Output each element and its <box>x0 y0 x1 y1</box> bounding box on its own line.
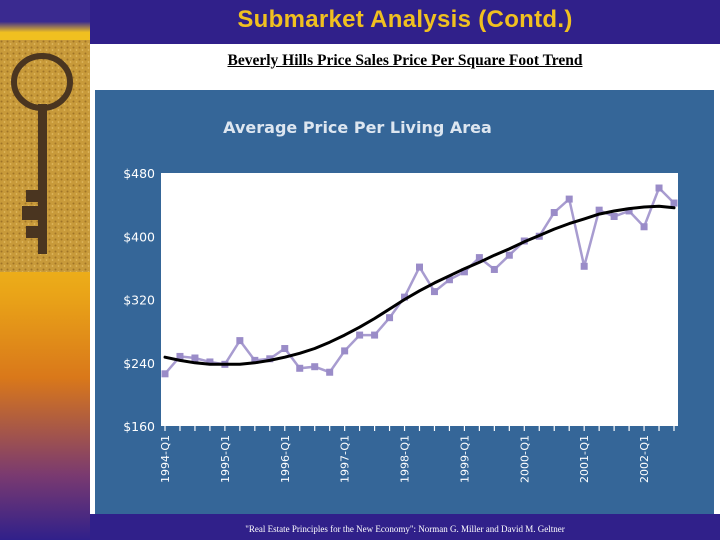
y-tick-label: $320 <box>123 293 155 308</box>
price-data-point <box>445 276 453 284</box>
price-data-point <box>401 293 409 301</box>
price-data-point <box>311 363 319 371</box>
chart-subtitle: Beverly Hills Price Sales Price Per Squa… <box>227 52 583 69</box>
price-data-point <box>326 368 334 376</box>
price-data-point <box>550 209 558 217</box>
price-data-point <box>505 251 513 259</box>
title-bar <box>90 0 720 44</box>
price-chart: $480 $400 $320 $240 $160 1994-Q1 1995-Q1 1996-Q… <box>123 166 678 483</box>
price-data-point <box>580 262 588 270</box>
price-data-point <box>281 345 289 353</box>
price-data-point <box>341 347 349 355</box>
chart-title: Average Price Per Living Area <box>223 118 492 137</box>
footer-bar <box>90 514 720 540</box>
price-data-point <box>176 352 184 360</box>
price-data-point <box>266 355 274 363</box>
price-data-point <box>161 370 169 378</box>
price-data-point <box>490 265 498 273</box>
price-data-point <box>670 199 678 207</box>
price-data-point <box>460 268 468 276</box>
y-tick-label: $240 <box>123 356 155 371</box>
price-data-point <box>296 364 304 372</box>
price-data-point <box>356 331 364 339</box>
price-data-point <box>595 206 603 214</box>
price-data-point <box>191 354 199 362</box>
x-tick-label: 1995-Q1 <box>219 435 232 483</box>
x-tick-label: 1998-Q1 <box>399 435 412 483</box>
slide-title: Submarket Analysis (Contd.) <box>237 6 573 33</box>
y-tick-label: $480 <box>123 166 155 181</box>
x-tick-label: 2002-Q1 <box>638 435 651 483</box>
y-tick-label: $160 <box>123 419 155 434</box>
price-data-point <box>475 254 483 262</box>
source-citation: "Real Estate Principles for the New Econ… <box>245 524 565 534</box>
x-tick-label: 1999-Q1 <box>458 435 471 483</box>
x-tick-label: 1997-Q1 <box>339 435 352 483</box>
price-data-point <box>236 337 244 345</box>
y-tick-label: $400 <box>123 229 155 244</box>
price-data-point <box>386 314 394 322</box>
price-data-point <box>371 331 379 339</box>
x-tick-label: 2001-Q1 <box>578 435 591 483</box>
price-data-point <box>625 207 633 215</box>
price-data-point <box>251 356 259 364</box>
x-tick-label: 1994-Q1 <box>159 435 172 483</box>
price-data-point <box>416 263 423 271</box>
price-data-point <box>640 223 648 231</box>
price-data-point <box>206 358 214 366</box>
antique-key-image <box>0 40 90 272</box>
price-data-point <box>430 288 438 296</box>
price-data-point <box>610 212 618 220</box>
x-tick-label: 1996-Q1 <box>279 435 292 483</box>
x-tick-label: 2000-Q1 <box>518 435 531 483</box>
price-data-point <box>655 184 663 192</box>
trend-line <box>163 204 676 366</box>
price-data-point <box>565 195 573 203</box>
